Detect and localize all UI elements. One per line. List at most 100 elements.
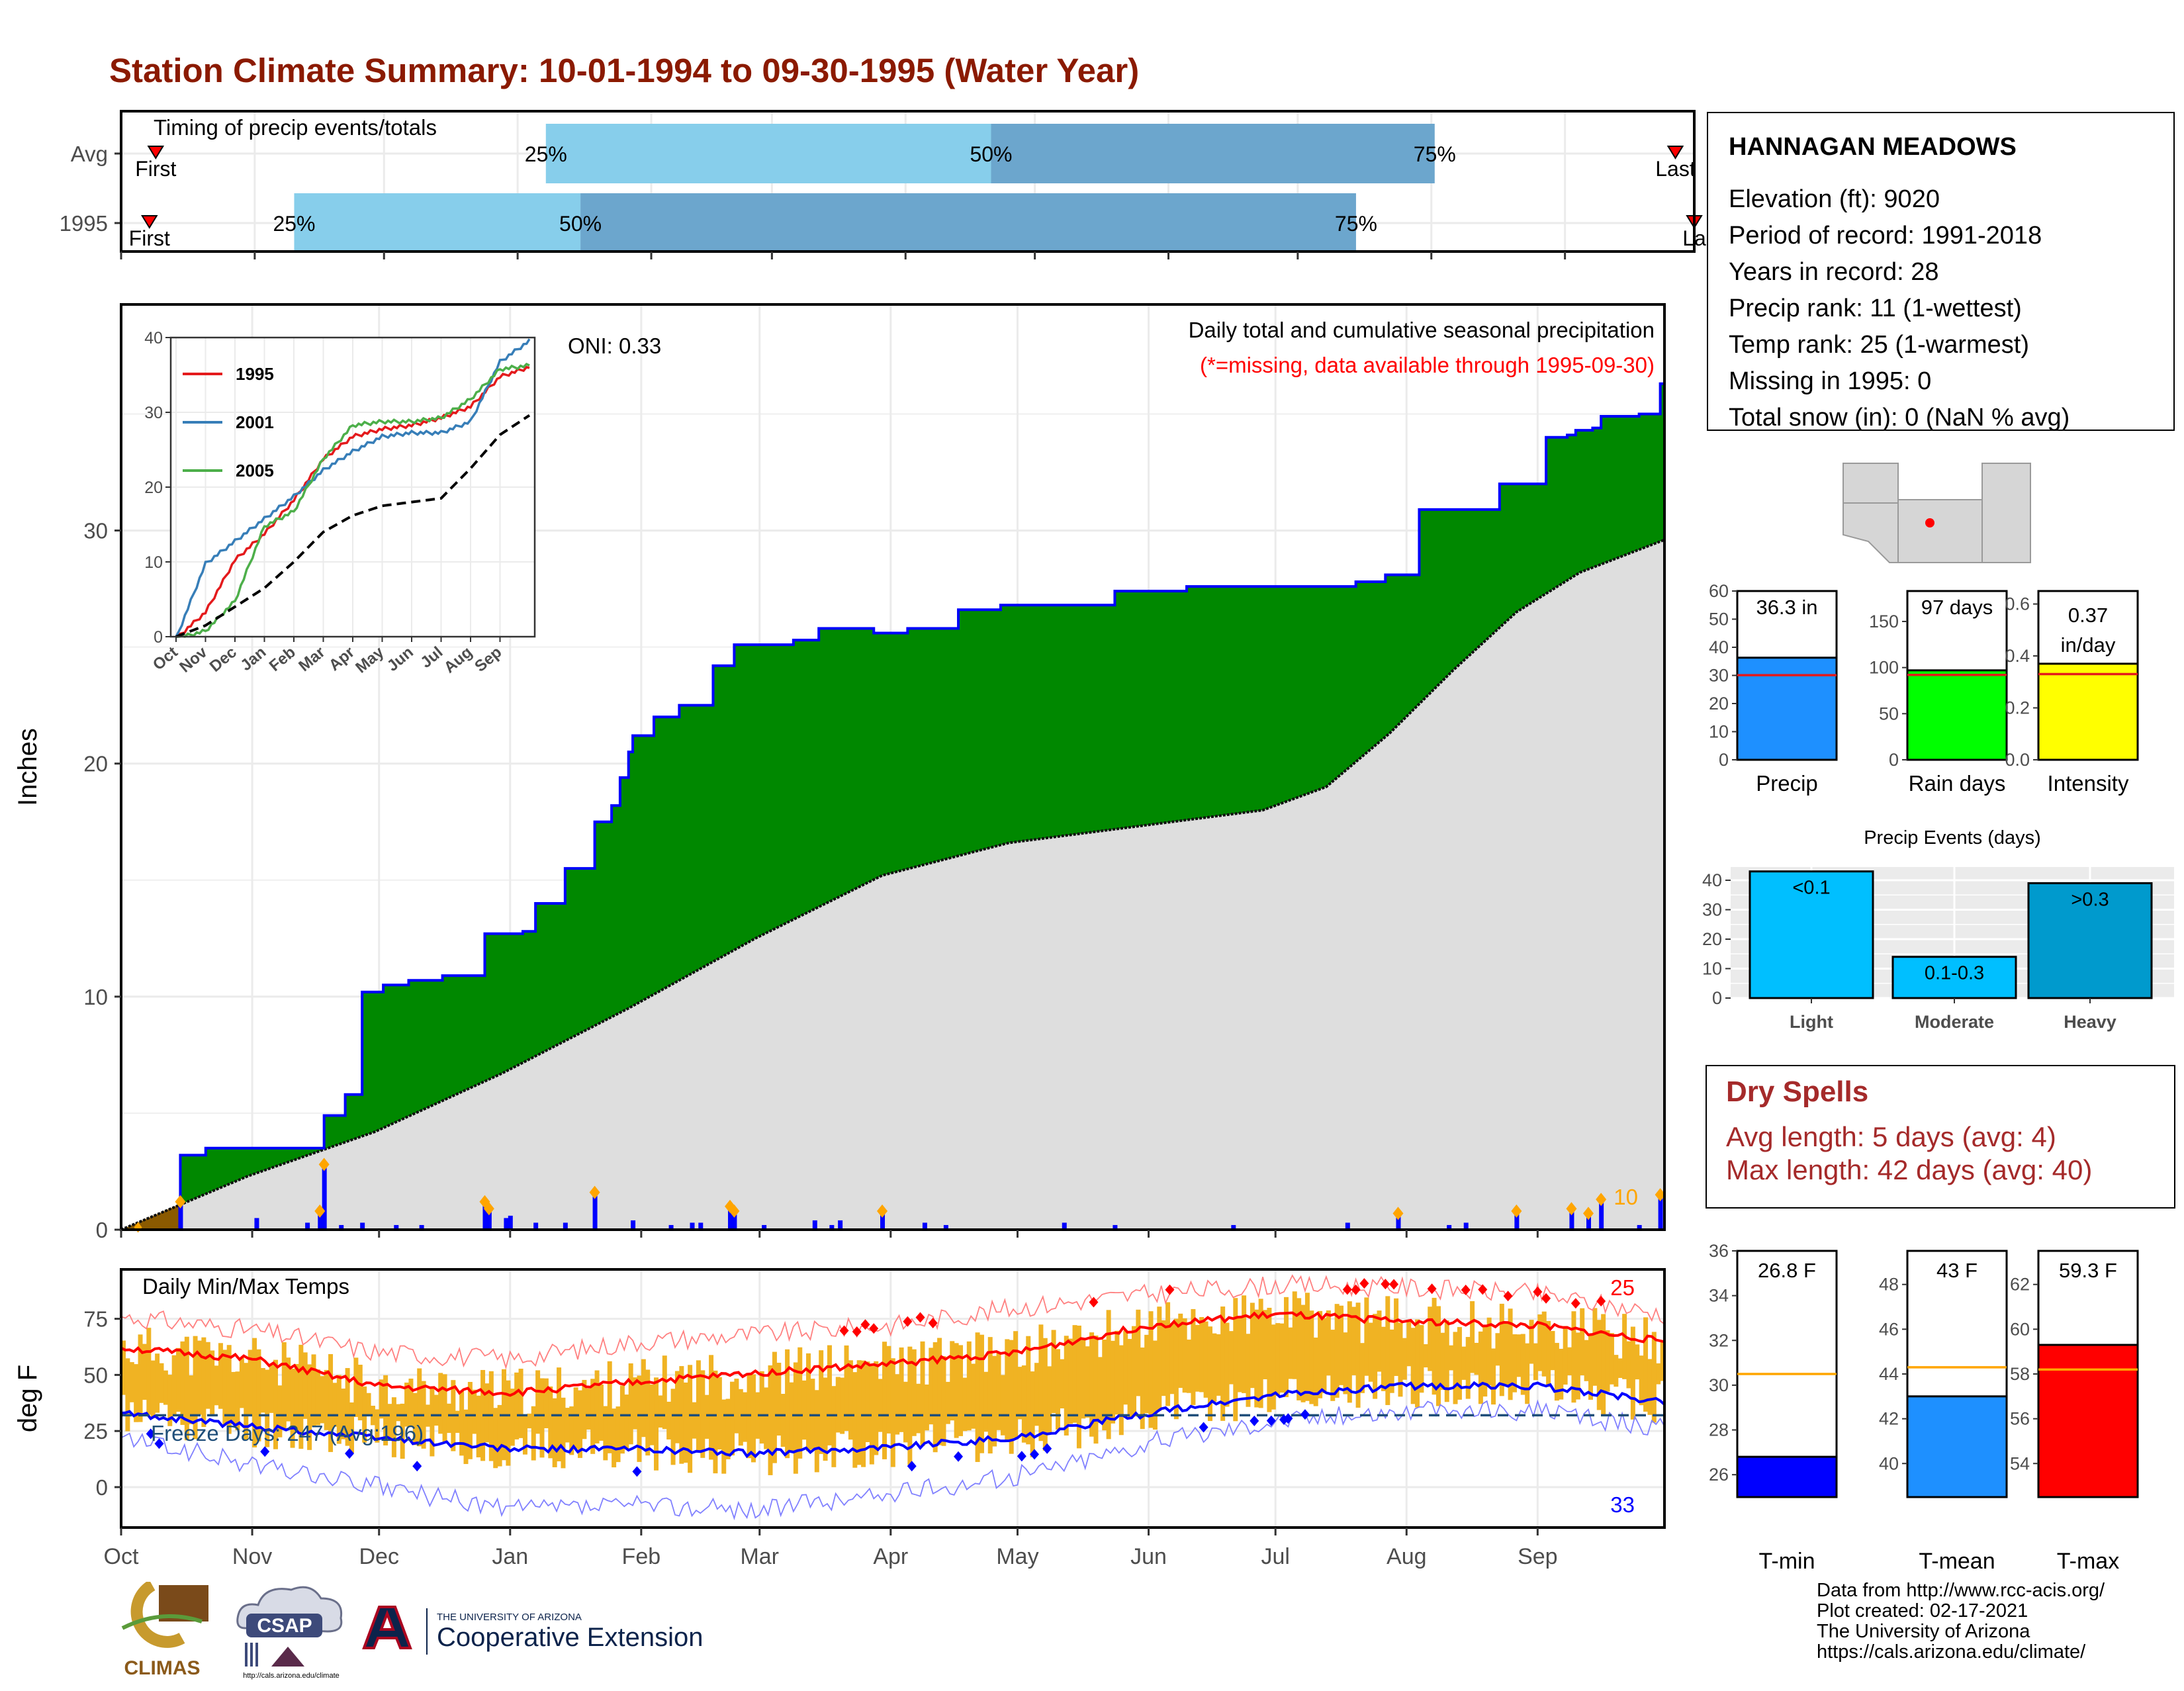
csap-url: http://cals.arizona.edu/climate [243,1672,340,1680]
daily-temp-range-bar [696,1360,701,1451]
daily-temp-range-bar [1584,1340,1589,1381]
inset-legend-label: 2005 [236,461,274,480]
station-location-marker [1925,518,1934,527]
daily-temp-range-bar [743,1392,748,1442]
daily-temp-range-bar [552,1398,557,1467]
daily-precip-bar [1396,1213,1401,1230]
daily-temp-range-bar [353,1357,359,1417]
daily-temp-range-bar [950,1341,955,1421]
daily-temp-range-bar [155,1353,160,1413]
daily-temp-range-bar [916,1383,921,1434]
daily-temp-range-bar [1435,1306,1441,1406]
daily-temp-range-bar [1394,1298,1399,1377]
daily-temp-range-bar [244,1363,249,1440]
daily-temp-range-bar [1005,1339,1010,1440]
daily-temp-range-bar [688,1365,693,1473]
station-elevation: Elevation (ft): 9020 [1729,185,1940,213]
daily-temp-range-bar [899,1347,904,1432]
daily-temp-range-bar [1060,1359,1065,1409]
daily-precip-bar [1447,1224,1452,1230]
daily-temp-range-bar [1508,1308,1513,1400]
daily-temp-range-bar [624,1394,629,1450]
csap-cloud-icon: CSAP http://cals.arizona.edu/climate [236,1586,343,1680]
events-bar-label: <0.1 [1792,878,1830,899]
temp-bar-value-label: 26.8 F [1758,1259,1816,1282]
record-high-marker-icon [1089,1297,1099,1308]
month-xtick-label: Dec [359,1544,398,1569]
month-xtick-label: Oct [104,1544,139,1569]
record-high-marker-icon [860,1319,870,1330]
daily-temp-range-bar [1275,1323,1281,1396]
timing-quantile-label: 25% [525,142,567,166]
daily-temp-range-bar [637,1375,642,1462]
events-ytick-label: 20 [1702,929,1722,949]
precip-ytick-label: 30 [83,519,108,543]
inset-legend-label: 1995 [236,364,274,384]
events-ytick-label: 0 [1712,988,1722,1008]
record-low-marker-icon [345,1448,355,1459]
daily-temp-range-bar [844,1345,849,1432]
events-ytick-label: 40 [1702,870,1722,890]
record-high-marker-icon [915,1312,925,1323]
mini-bar-ytick-label: 50 [1709,610,1729,629]
daily-temp-range-bar [772,1351,777,1463]
daily-temp-range-bar [404,1383,410,1427]
daily-temp-range-bar [1242,1295,1247,1393]
csap-logo-text: CSAP [257,1615,312,1637]
daily-temp-range-bar [412,1393,418,1445]
daily-temp-range-bar [1440,1332,1445,1390]
daily-temp-range-bar [366,1393,371,1416]
first-event-label: First [129,226,170,250]
daily-temp-range-bar [1639,1355,1644,1406]
daily-temp-range-bar [539,1378,545,1458]
timing-quantile-label: 50% [559,212,602,236]
record-low-marker-icon [1266,1415,1276,1426]
record-high-marker-icon [1541,1293,1551,1304]
daily-temp-range-bar [324,1369,329,1430]
climas-emblem-icon: CLIMAS [121,1580,208,1679]
daily-temp-range-bar [298,1344,304,1449]
mini-bar-ytick-label: 30 [1709,666,1729,686]
daily-temp-range-bar [840,1377,845,1434]
events-bar-label: >0.3 [2071,889,2109,910]
daily-temp-range-bar [1419,1325,1424,1393]
daily-temp-range-bar [484,1383,490,1443]
temp-bar-ytick-label: 60 [2010,1319,2030,1339]
daily-temp-range-bar [607,1361,612,1453]
average-cumulative-area [121,539,1664,1230]
event-count-label: 10 [1614,1185,1638,1209]
inset-ytick-label: 0 [154,628,163,647]
daily-temp-range-bar [1398,1322,1403,1397]
daily-temp-range-bar [780,1393,786,1447]
daily-temp-range-bar [1465,1337,1471,1399]
daily-temp-range-bar [218,1343,223,1409]
daily-precip-bar [394,1224,399,1230]
daily-temp-range-bar [1026,1336,1031,1445]
temperature-panel: 0 25 50 75 Oct Nov Dec Jan Feb Mar Apr May Jun Jul Aug… [13,1268,1666,1569]
daily-temp-range-bar [1279,1323,1285,1393]
daily-temp-range-bar [467,1382,473,1459]
record-low-marker-icon [146,1428,156,1440]
temp-y-axis-label: deg F [13,1365,42,1432]
daily-temp-range-bar [924,1384,929,1431]
daily-temp-range-bar [823,1377,828,1461]
first-event-marker-icon [147,146,165,160]
daily-temp-range-bar [764,1387,769,1449]
daily-precip-bar [305,1222,310,1230]
daily-temp-range-bar [311,1354,316,1427]
daily-precip-bar [178,1201,183,1230]
footer-data-source: Data from http://www.rcc-acis.org/ [1817,1580,2105,1601]
daily-temp-range-bar [996,1353,1001,1430]
daily-temp-range-bar [670,1389,676,1465]
events-category-label: Moderate [1915,1012,1994,1032]
daily-temp-range-bar [1191,1308,1196,1405]
daily-temp-range-bar [459,1391,465,1456]
daily-temp-range-bar [971,1363,976,1429]
daily-temp-range-bar [1520,1334,1525,1395]
daily-temp-range-bar [1592,1308,1598,1386]
precip-caption: Daily total and cumulative seasonal prec… [1189,318,1655,342]
inset-ytick-label: 20 [144,479,163,497]
daily-temp-range-bar [341,1389,346,1440]
daily-temp-range-bar [138,1334,143,1422]
mini-bar-value-label: 97 days [1921,596,1993,619]
